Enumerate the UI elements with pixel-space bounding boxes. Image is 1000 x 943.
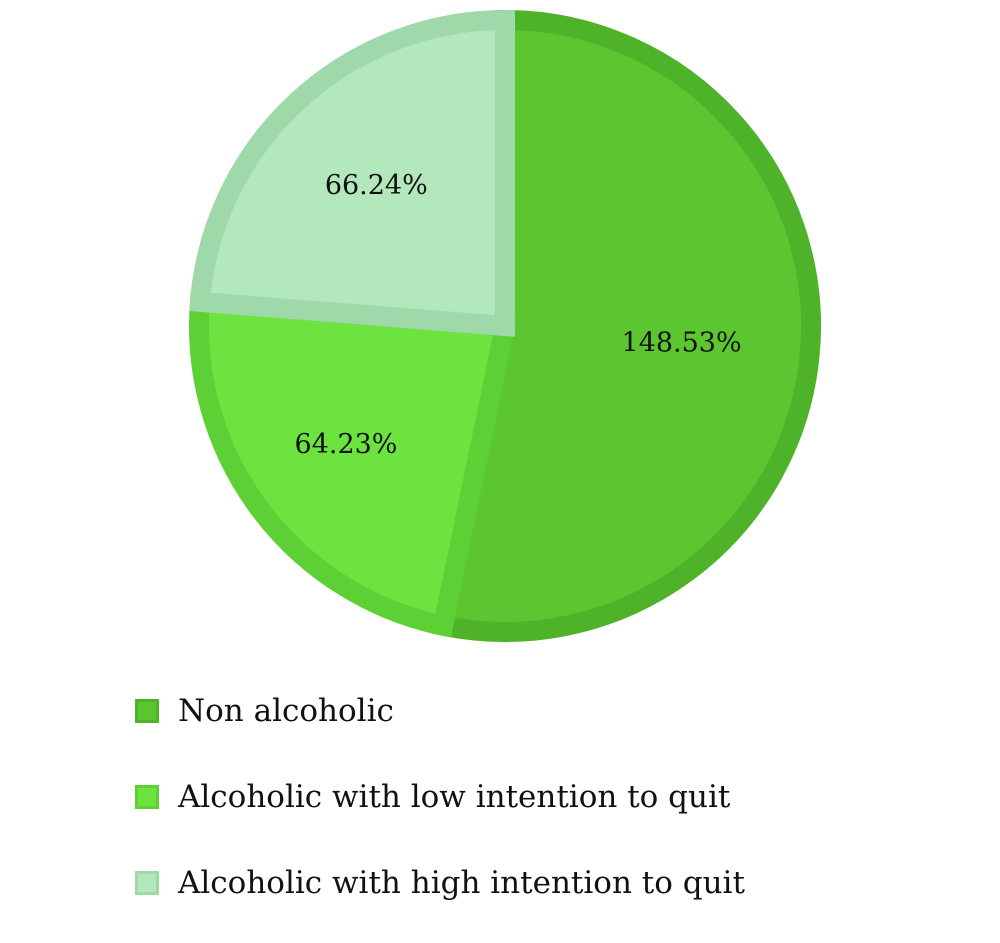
legend-item-low-intention: Alcoholic with low intention to quit xyxy=(135,771,935,823)
chart-legend: Non alcoholic Alcoholic with low intenti… xyxy=(135,685,935,943)
legend-item-high-intention: Alcoholic with high intention to quit xyxy=(135,857,935,909)
legend-label-high-intention: Alcoholic with high intention to quit xyxy=(178,864,745,901)
pie-value-labels: 148.53% 64.23% 66.24% xyxy=(295,170,742,460)
pie-label-high-intention: 66.24% xyxy=(325,170,428,201)
legend-swatch-low-intention xyxy=(135,785,159,809)
pie-slices xyxy=(189,9,821,642)
legend-swatch-high-intention xyxy=(135,871,159,895)
pie-label-non-alcoholic: 148.53% xyxy=(622,328,742,359)
pie-slice-non-alcoholic xyxy=(431,9,821,642)
pie-slice-low-intention xyxy=(189,291,518,638)
legend-swatch-non-alcoholic xyxy=(135,699,159,723)
legend-label-non-alcoholic: Non alcoholic xyxy=(178,692,394,729)
pie-chart: 148.53% 64.23% 66.24% xyxy=(189,9,821,642)
legend-label-low-intention: Alcoholic with low intention to quit xyxy=(178,778,731,815)
pie-label-low-intention: 64.23% xyxy=(295,429,398,460)
pie-slice-high-intention xyxy=(189,9,515,337)
legend-item-non-alcoholic: Non alcoholic xyxy=(135,685,935,737)
